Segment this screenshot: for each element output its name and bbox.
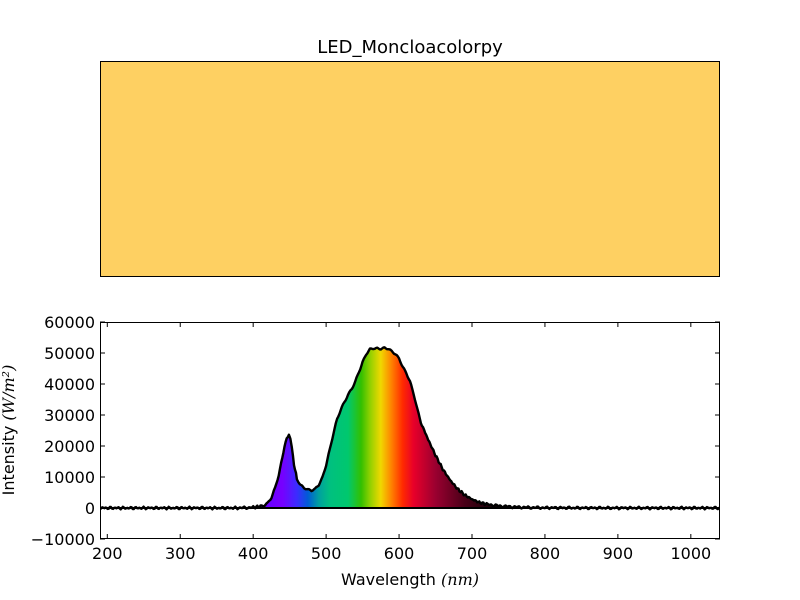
y-axis: −10000 0 10000 20000 30000 40000 50000 60000 [31, 313, 720, 549]
x-tick-label: 800 [530, 544, 561, 563]
plot-frame [100, 322, 720, 539]
y-tick-label: 40000 [44, 375, 95, 394]
x-tick-label: 900 [603, 544, 634, 563]
x-axis: 200 300 400 500 600 700 800 900 1000 [92, 322, 711, 563]
y-tick-label: 50000 [44, 344, 95, 363]
color-swatch [100, 61, 720, 277]
y-tick-label: 60000 [44, 313, 95, 332]
x-axis-label: Wavelength (nm) [341, 570, 479, 589]
spectrum-line [100, 346, 720, 511]
spectrum-plot: 200 300 400 500 600 700 800 900 1000 −10000 0 1000… [31, 313, 720, 563]
x-tick-label: 400 [238, 544, 269, 563]
x-tick-label: 600 [384, 544, 415, 563]
y-tick-label: 20000 [44, 437, 95, 456]
y-tick-label: −10000 [31, 530, 95, 549]
y-tick-label: 10000 [44, 468, 95, 487]
y-tick-label: 0 [85, 499, 95, 518]
x-tick-label: 700 [457, 544, 488, 563]
x-tick-label: 200 [92, 544, 123, 563]
spectrum-fill [238, 347, 531, 509]
swatch-title: LED_Moncloacolorpy [317, 37, 503, 58]
y-tick-label: 30000 [44, 406, 95, 425]
x-tick-label: 300 [165, 544, 196, 563]
x-tick-label: 1000 [670, 544, 711, 563]
y-axis-label: Intensity (W/m²) [0, 365, 18, 496]
x-tick-label: 500 [311, 544, 342, 563]
